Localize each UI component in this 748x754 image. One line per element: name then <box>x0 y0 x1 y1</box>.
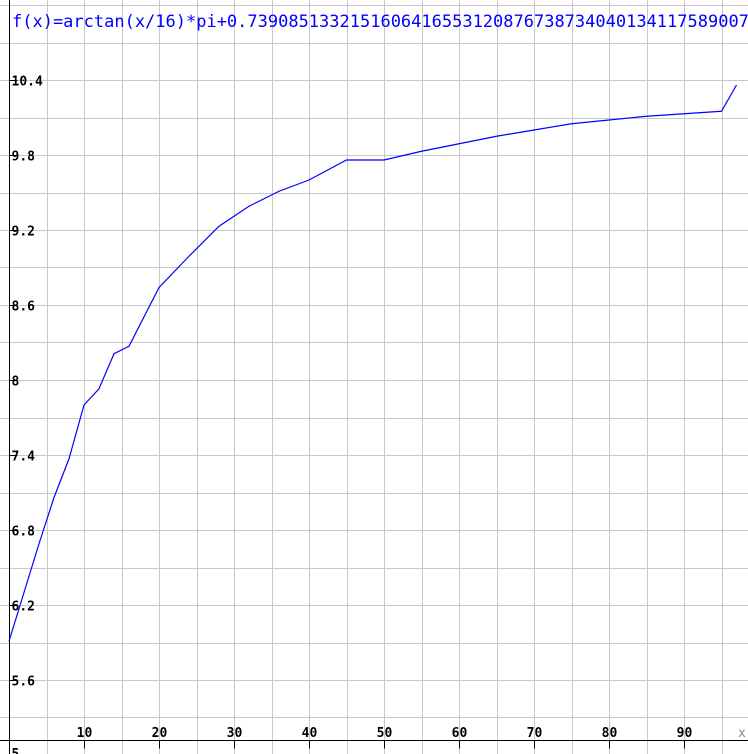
y-tick-label: 9.2 <box>12 225 35 240</box>
tick-labels: 10 20 30 40 50 60 70 80 90 5.6 6.2 6.8 7.4 8 8.6 9.2 9.8… <box>12 75 693 742</box>
y-tick-label: 5.6 <box>12 675 36 690</box>
x-tick-label: 80 <box>602 726 618 741</box>
x-tick-label: 20 <box>152 726 168 741</box>
function-curve <box>8 84 738 642</box>
ticks <box>9 80 685 749</box>
y-tick-label: 8.6 <box>12 300 36 315</box>
function-title: f(x)=arctan(x/16)*pi+0.73908513321516064… <box>12 12 748 32</box>
x-tick-label: 40 <box>302 726 318 741</box>
y-tick-label-partial: 5 <box>12 747 20 754</box>
y-tick-label: 9.8 <box>12 150 36 165</box>
x-tick-label: 60 <box>452 726 468 741</box>
y-tick-label: 7.4 <box>12 450 36 465</box>
x-axis-label: x <box>738 726 746 741</box>
x-tick-label: 10 <box>77 726 93 741</box>
x-tick-label: 30 <box>227 726 243 741</box>
y-tick-label: 10.4 <box>12 75 43 90</box>
y-tick-label: 6.2 <box>12 600 35 615</box>
x-tick-label: 70 <box>527 726 543 741</box>
y-tick-label: 6.8 <box>12 525 36 540</box>
y-tick-label: 8 <box>12 375 20 390</box>
x-tick-label: 90 <box>677 726 693 741</box>
x-tick-label: 50 <box>377 726 393 741</box>
